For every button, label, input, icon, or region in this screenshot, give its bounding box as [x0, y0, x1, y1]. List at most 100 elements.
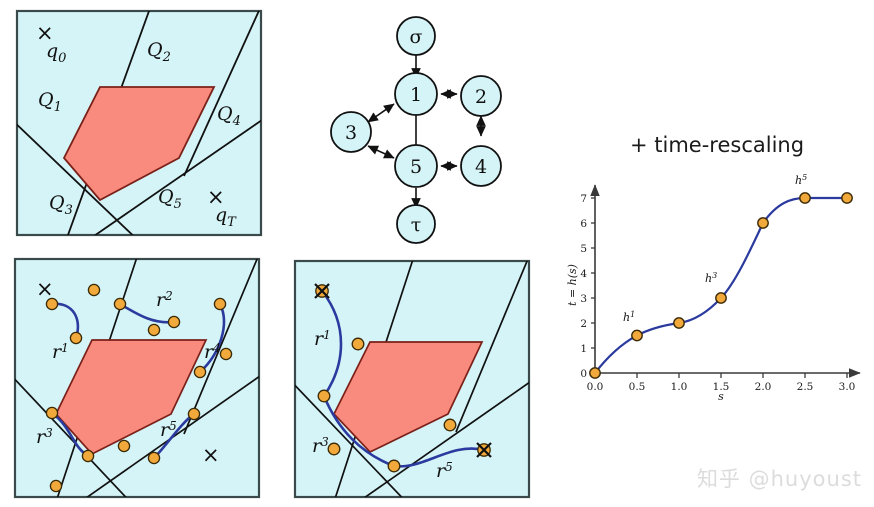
node-label-4: 4 [475, 156, 487, 178]
decomposition-svg: Q1 Q2 Q3 Q4 Q5 × q0 × qT [15, 9, 263, 237]
annotation-h3: h3 [705, 271, 717, 285]
start-marker-icon: × [36, 21, 54, 45]
chart-line-series [594, 196, 847, 374]
stitched-region-polygon [332, 341, 484, 454]
x-tick-1: 0.5 [629, 381, 646, 393]
region-label-Q2: Q2 [147, 39, 171, 65]
y-tick-0: 0 [580, 368, 587, 380]
stitched-curve-r1 [320, 290, 343, 397]
x-tick-4: 2.0 [755, 381, 772, 393]
goal-marker-icon: × [207, 185, 225, 209]
chart-data-points [589, 192, 853, 379]
segment-label-r3: r3 [36, 426, 53, 448]
segment-label-r4: r4 [204, 341, 221, 363]
free-dot-1 [351, 337, 365, 351]
segment-endpoints [45, 283, 233, 493]
stitched-svg: r1 r3 r5 [293, 259, 531, 499]
y-tick-5: 5 [580, 243, 587, 255]
node-3[interactable] [330, 111, 372, 153]
data-point-4 [757, 217, 769, 229]
stitched-waypoints [317, 337, 457, 473]
node-label-5: 5 [410, 156, 422, 178]
data-point-6 [841, 192, 853, 204]
x-tick-labels: 0.0 0.5 1.0 1.5 2.0 2.5 3.0 [587, 381, 856, 393]
panel-stitched: r1 r3 r5 [293, 259, 531, 499]
graph-nodes [330, 16, 502, 244]
waypoint-mid-2 [387, 459, 401, 473]
node-label-2: 2 [475, 86, 487, 108]
free-dot-3 [443, 418, 457, 432]
y-tick-7: 7 [580, 193, 587, 205]
x-tick-3: 1.5 [713, 381, 730, 393]
node-4[interactable] [460, 145, 502, 187]
watermark: 知乎 @huyoust [696, 467, 862, 491]
node-label-tau: τ [411, 214, 422, 236]
x-tick-2: 1.0 [671, 381, 688, 393]
node-label-3: 3 [345, 122, 357, 144]
x-axis-label: s [718, 390, 724, 403]
region-label-Q3: Q3 [49, 192, 73, 218]
segments-svg: r1 r2 r3 r4 r5 × × [13, 257, 261, 499]
stitched-start-cross-icon [314, 283, 330, 299]
free-dot-2 [327, 442, 341, 456]
segments-start-marker-icon: × [36, 277, 54, 301]
waypoint-mid-1 [317, 389, 331, 403]
stitched-curve-r3 [322, 395, 395, 468]
stitched-label-r5: r5 [436, 460, 453, 482]
annotation-h5: h5 [795, 173, 807, 187]
stitched-label-r1: r1 [314, 328, 331, 350]
y-tick-3: 3 [580, 293, 587, 305]
stitched-terminals [314, 283, 492, 458]
segment-label-r2: r2 [156, 289, 173, 311]
y-tick-2: 2 [580, 318, 587, 330]
start-marker-label: q0 [46, 40, 66, 66]
stitched-curve-r5 [393, 447, 485, 468]
partition-line-c [17, 123, 134, 235]
panel-graph: σ 1 2 3 4 5 τ [330, 6, 530, 244]
region-label-Q1: Q1 [38, 89, 62, 115]
region-label-Q5: Q5 [158, 186, 182, 212]
segment-label-r5: r5 [160, 419, 177, 441]
node-tau[interactable] [396, 204, 436, 244]
node-label-sigma: σ [410, 26, 423, 48]
region-label-Q4: Q4 [217, 103, 241, 129]
data-point-5 [799, 192, 811, 204]
node-1[interactable] [394, 72, 438, 116]
segments-region-polygon [54, 339, 208, 456]
partition-line-b [183, 11, 260, 177]
x-tick-6: 3.0 [839, 381, 856, 393]
data-point-0 [589, 367, 601, 379]
segment-label-r1: r1 [52, 341, 69, 363]
data-point-1 [631, 329, 643, 342]
node-2[interactable] [460, 75, 502, 117]
y-axis-label: t = h(s) [566, 264, 579, 306]
highlighted-region-polygon [62, 86, 216, 202]
stitched-path [320, 290, 485, 468]
y-tick-4: 4 [580, 268, 587, 280]
chart-svg: 0 1 2 3 4 5 6 7 0.0 0.5 1.0 1.5 2.0 2.5 … [566, 173, 861, 403]
edge-3-5 [367, 145, 395, 159]
node-5[interactable] [394, 144, 438, 188]
segments-goal-marker-icon: × [202, 443, 220, 467]
node-sigma[interactable] [396, 16, 436, 56]
partition-line-d [93, 119, 261, 235]
data-point-3 [715, 292, 727, 304]
edge-1-3 [367, 103, 395, 123]
graph-svg: σ 1 2 3 4 5 τ [330, 16, 502, 244]
goal-marker-label: qT [215, 204, 237, 230]
data-point-2 [673, 317, 685, 329]
y-tick-1: 1 [580, 343, 587, 355]
annotation-h1: h1 [623, 310, 635, 324]
stitched-goal-cross-icon [476, 442, 492, 458]
y-tick-labels: 0 1 2 3 4 5 6 7 [580, 193, 587, 380]
chart-title: + time-rescaling [630, 133, 805, 157]
node-label-1: 1 [410, 84, 422, 106]
x-tick-0: 0.0 [587, 381, 604, 393]
panel-chart: 0 1 2 3 4 5 6 7 0.0 0.5 1.0 1.5 2.0 2.5 … [565, 173, 870, 403]
stitched-partition-lines [295, 261, 529, 497]
panel-decomposition: Q1 Q2 Q3 Q4 Q5 × q0 × qT [15, 9, 263, 237]
stitched-label-r3: r3 [312, 435, 329, 457]
x-tick-5: 2.5 [797, 381, 814, 393]
y-tick-6: 6 [580, 218, 587, 230]
panel-segments: r1 r2 r3 r4 r5 × × [13, 257, 261, 499]
